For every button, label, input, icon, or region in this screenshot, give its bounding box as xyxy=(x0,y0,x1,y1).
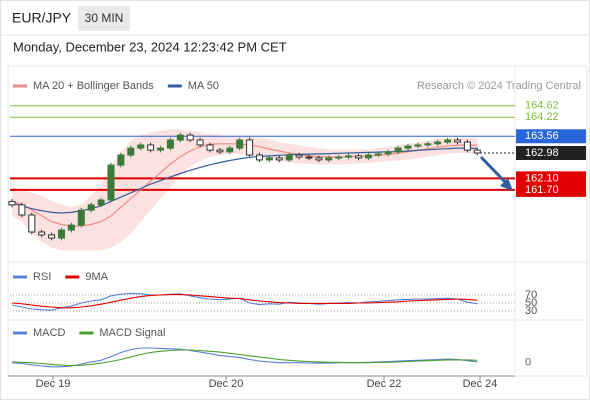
y-tick-label: 30 xyxy=(525,305,537,317)
legend-label: MACD xyxy=(33,327,65,339)
level-box xyxy=(516,171,586,186)
indicator-line xyxy=(11,294,478,309)
y-tick-label: 0 xyxy=(525,357,531,369)
candle-body xyxy=(345,155,353,158)
candle-body xyxy=(295,154,303,158)
candle-body xyxy=(444,139,452,143)
x-tick-label: Dec 22 xyxy=(367,378,402,390)
legend-label: MA 20 + Bollinger Bands xyxy=(33,80,154,92)
candle-body xyxy=(315,157,323,161)
level-label: 164.62 xyxy=(525,100,559,112)
candle-body xyxy=(196,139,204,146)
level-label: 163.56 xyxy=(525,130,559,142)
candle-body xyxy=(236,139,244,149)
candle-body xyxy=(285,154,293,161)
candle-body xyxy=(364,154,372,159)
symbol: EUR/JPY xyxy=(12,10,72,26)
candle-body xyxy=(28,214,36,233)
candle-body xyxy=(127,147,135,156)
indicator-line xyxy=(11,292,478,311)
candle-body xyxy=(38,231,46,236)
level-box xyxy=(516,129,586,144)
candle-body xyxy=(117,154,125,166)
candle-body xyxy=(246,139,254,156)
legend-label: MACD Signal xyxy=(99,327,165,339)
candle-body xyxy=(355,155,362,159)
candle-body xyxy=(463,141,471,151)
candle-body xyxy=(216,149,224,153)
candle-body xyxy=(58,229,65,239)
candle-body xyxy=(107,164,115,201)
candle-body xyxy=(305,156,313,159)
candle-body xyxy=(226,147,234,153)
level-label: 162.10 xyxy=(525,172,559,184)
candle-body xyxy=(325,157,333,161)
level-label: 161.70 xyxy=(525,184,559,196)
candle-body xyxy=(384,151,392,155)
candle-body xyxy=(157,147,164,151)
candle-body xyxy=(186,134,194,141)
candle-body xyxy=(424,143,432,146)
candle-body xyxy=(18,204,26,216)
candle-body xyxy=(166,139,174,149)
indicator-line xyxy=(11,349,478,367)
candle-body xyxy=(275,157,283,161)
candle-body xyxy=(176,134,184,141)
candle-body xyxy=(335,156,343,159)
legend-label: RSI xyxy=(33,271,51,283)
candle-body xyxy=(414,144,422,147)
candle-body xyxy=(137,144,145,149)
arrow xyxy=(479,155,513,191)
level-box xyxy=(516,145,586,160)
candle-body xyxy=(404,145,412,149)
candle-body xyxy=(8,200,16,206)
candle-body xyxy=(256,154,263,161)
candle-body xyxy=(265,157,273,161)
candle-body xyxy=(454,139,461,143)
candle-body xyxy=(87,204,95,211)
timeframe: 30 MIN xyxy=(85,11,124,25)
ma-line xyxy=(11,143,478,227)
legend-label: MA 50 xyxy=(188,80,219,92)
x-tick-label: Dec 19 xyxy=(36,378,71,390)
level-label: 164.22 xyxy=(525,111,559,123)
candle-body xyxy=(394,147,402,153)
plot-layer: MA 20 + Bollinger Bands MA 50 Research © 2… xyxy=(8,80,586,390)
credit: Research © 2024 Trading Central xyxy=(417,80,581,92)
candle-body xyxy=(473,149,481,154)
candle-body xyxy=(374,153,382,156)
level-label: 162.98 xyxy=(525,147,559,159)
timeframe-box xyxy=(78,6,130,31)
candle-body xyxy=(206,144,214,151)
indicator-line xyxy=(11,347,478,368)
candle-body xyxy=(147,144,155,151)
legend-label: 9MA xyxy=(85,271,108,283)
x-tick-label: Dec 24 xyxy=(463,378,498,390)
level-box xyxy=(516,182,586,197)
y-tick-label: 50 xyxy=(525,297,537,309)
candle-body xyxy=(97,199,105,206)
bollinger-band xyxy=(12,129,478,251)
x-tick-label: Dec 20 xyxy=(209,378,244,390)
candle-body xyxy=(67,224,75,231)
datetime: Monday, December 23, 2024 12:23:42 PM CE… xyxy=(13,39,287,54)
candle-body xyxy=(48,234,56,239)
y-tick-label: 70 xyxy=(525,289,537,301)
candle-body xyxy=(77,209,85,226)
candle-body xyxy=(434,141,442,145)
